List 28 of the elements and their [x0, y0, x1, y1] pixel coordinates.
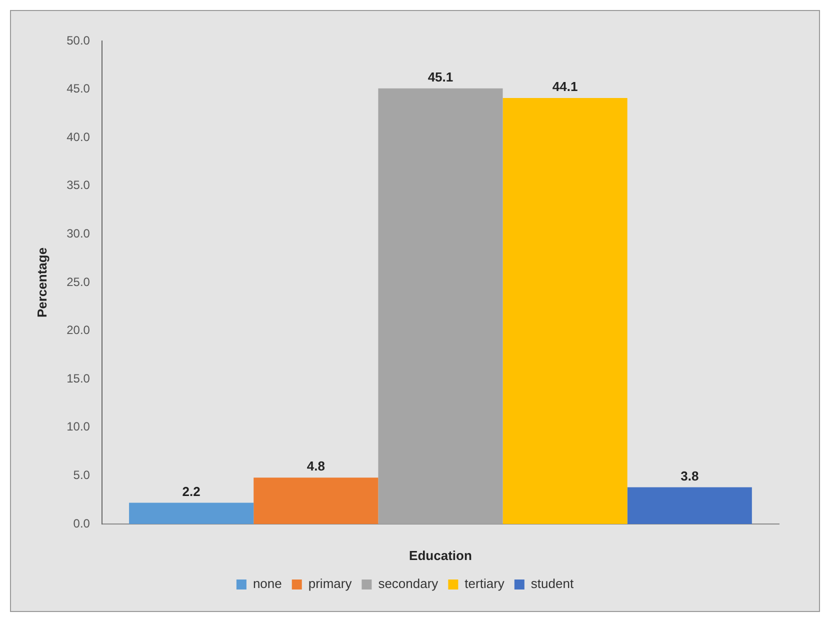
- y-tick-label: 40.0: [66, 130, 90, 144]
- y-tick-label: 30.0: [66, 226, 90, 241]
- bar: [502, 98, 628, 524]
- bar: [378, 88, 503, 524]
- y-tick-label: 10.0: [66, 420, 90, 434]
- bar: [129, 502, 254, 524]
- data-label: 3.8: [680, 468, 699, 484]
- legend-label: student: [530, 576, 574, 592]
- y-tick-label: 35.0: [66, 178, 90, 192]
- y-tick-label: 45.0: [66, 82, 90, 96]
- y-tick-label: 5.0: [73, 468, 90, 482]
- data-label: 2.2: [182, 484, 200, 499]
- data-label: 44.1: [552, 79, 578, 94]
- legend-label: primary: [308, 576, 352, 592]
- y-tick-label: 15.0: [66, 371, 90, 386]
- legend-label: tertiary: [464, 576, 505, 592]
- legend-label: none: [252, 576, 282, 592]
- bar: [627, 487, 752, 524]
- y-tick-label: 50.0: [66, 33, 90, 48]
- y-axis-title: Percentage: [34, 247, 50, 318]
- y-tick-label: 25.0: [66, 274, 90, 289]
- data-label: 45.1: [428, 69, 454, 84]
- y-tick-label: 20.0: [66, 323, 90, 338]
- data-label: 4.8: [306, 458, 325, 474]
- legend-label: secondary: [378, 576, 439, 592]
- bar: [254, 478, 378, 524]
- y-tick-label: 0.0: [73, 516, 90, 530]
- x-axis-title: Education: [409, 548, 472, 563]
